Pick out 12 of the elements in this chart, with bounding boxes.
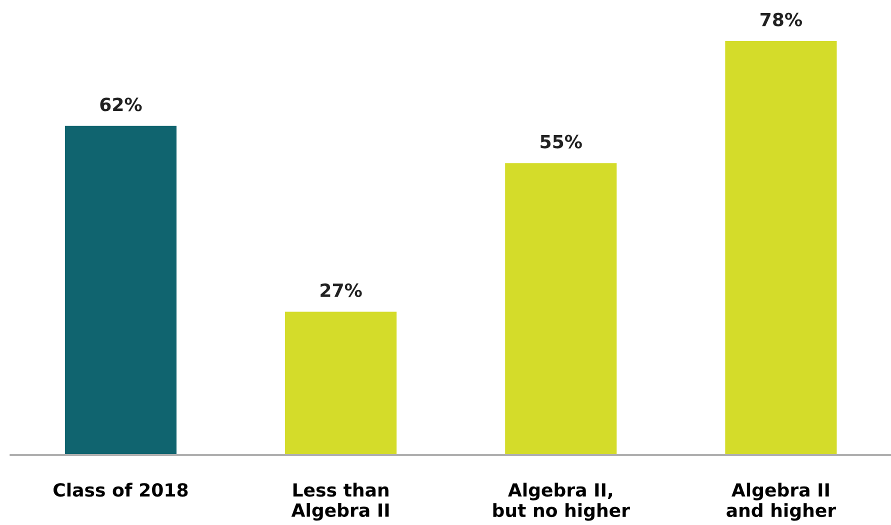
data-label: 62% bbox=[100, 98, 142, 112]
data-label: 27% bbox=[320, 283, 362, 298]
bar bbox=[285, 312, 397, 455]
x-tick-label: Class of 2018 bbox=[54, 482, 188, 497]
x-tick-label: Algebra II, but no higher bbox=[493, 482, 630, 521]
data-label: 78% bbox=[760, 12, 802, 26]
x-tick-label: Less than Algebra II bbox=[291, 482, 389, 521]
x-tick-label: Algebra II and higher bbox=[726, 482, 836, 521]
data-label: 55% bbox=[540, 134, 582, 148]
bar bbox=[725, 40, 837, 455]
bar bbox=[64, 126, 177, 455]
bar bbox=[505, 163, 617, 455]
